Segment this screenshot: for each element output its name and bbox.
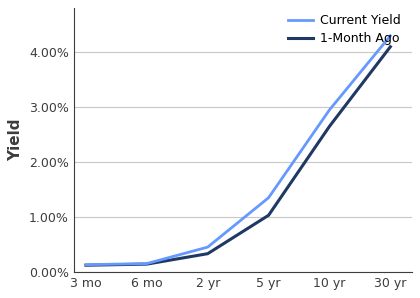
1-Month Ago [84,263,89,267]
Current Yield [84,263,89,266]
Legend: Current Yield, 1-Month Ago: Current Yield, 1-Month Ago [284,9,405,50]
1-Month Ago [144,262,150,266]
1-Month Ago [327,125,332,128]
Line: 1-Month Ago: 1-Month Ago [86,47,390,265]
Current Yield [266,196,271,199]
1-Month Ago [388,45,393,49]
1-Month Ago [205,252,210,255]
1-Month Ago [266,213,271,217]
Current Yield [205,245,210,249]
Current Yield [327,108,332,112]
Current Yield [388,34,393,38]
Line: Current Yield: Current Yield [86,36,390,265]
Current Yield [144,262,150,265]
Y-axis label: Yield: Yield [8,119,24,161]
